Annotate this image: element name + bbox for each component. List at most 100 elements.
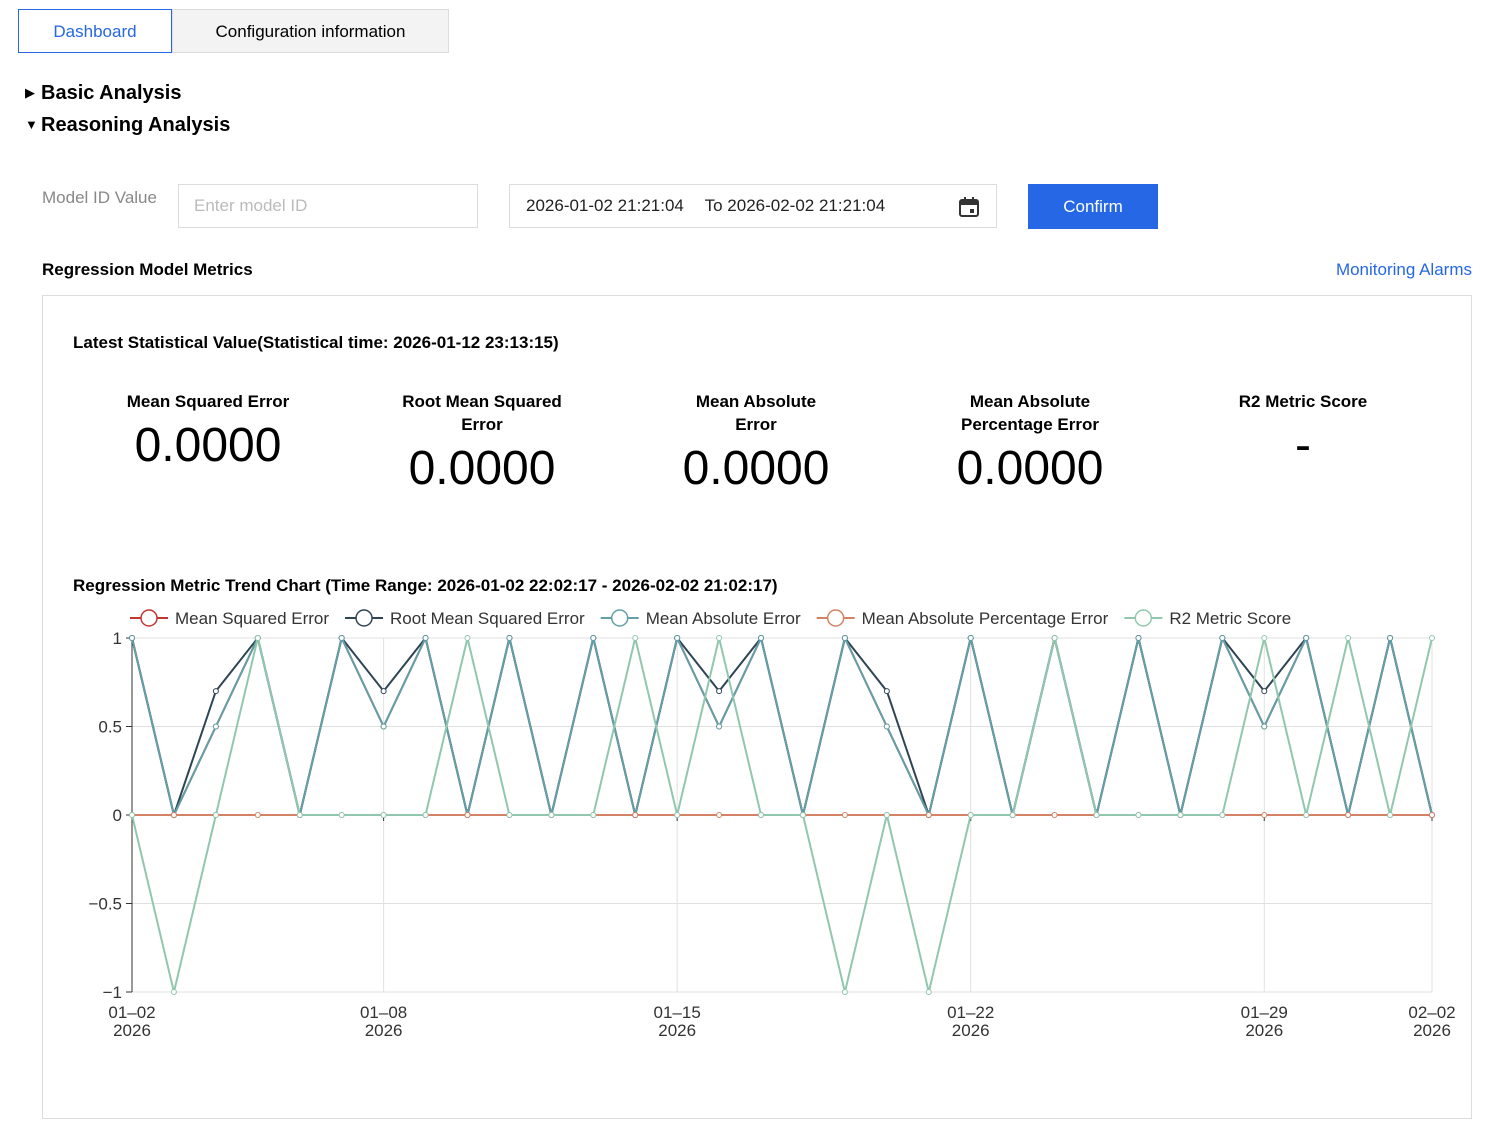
data-point — [170, 812, 177, 818]
legend-label: R2 Metric Score — [1169, 609, 1291, 628]
data-point — [1219, 812, 1226, 818]
trend-chart: −1−0.500.5101–02202601–08202601–15202601… — [88, 609, 1455, 1040]
section-basic[interactable]: ▶ Basic Analysis — [25, 82, 182, 104]
data-point — [380, 688, 387, 695]
data-point — [212, 723, 219, 730]
data-point — [254, 812, 261, 818]
latest-title: Latest Statistical Value(Statistical tim… — [73, 333, 559, 352]
data-point — [170, 989, 177, 995]
metric-value: 0.0000 — [956, 442, 1104, 495]
data-point — [883, 723, 890, 730]
data-point — [716, 812, 723, 818]
metric-label: Mean Absolute Error — [695, 392, 817, 434]
data-point — [590, 635, 597, 641]
x-tick-label: 2026 — [1413, 1021, 1451, 1040]
y-tick-label: 0.5 — [98, 718, 122, 737]
metric-label: Mean Squared Error — [126, 392, 290, 411]
data-point — [1429, 812, 1435, 818]
x-tick-label: 01–29 — [1241, 1003, 1288, 1022]
data-point — [1429, 635, 1435, 641]
data-point — [506, 812, 513, 818]
legend-item[interactable]: Mean Squared Error — [130, 609, 329, 628]
data-point — [925, 989, 932, 995]
x-tick-label: 2026 — [1245, 1021, 1283, 1040]
alarms-link[interactable]: Monitoring Alarms — [1335, 260, 1472, 279]
data-point — [841, 635, 848, 641]
data-point — [464, 812, 471, 818]
data-point — [799, 812, 806, 818]
data-point — [1345, 635, 1352, 641]
x-tick-label: 01–15 — [654, 1003, 701, 1022]
confirm-button[interactable]: Confirm — [1028, 184, 1158, 229]
data-point — [129, 635, 135, 641]
legend-item[interactable]: R2 Metric Score — [1124, 609, 1291, 628]
panel-title: Regression Model Metrics — [42, 260, 253, 279]
series-line — [131, 634, 1433, 819]
data-point — [1135, 635, 1142, 641]
data-point — [1051, 635, 1058, 641]
model-id-input[interactable]: Enter model ID — [178, 184, 478, 228]
data-point — [590, 812, 597, 818]
data-point — [1261, 723, 1268, 730]
legend-marker — [610, 609, 629, 627]
metric-value: 0.0000 — [682, 442, 830, 495]
start-date: 2026-01-02 21:21:04 — [526, 196, 684, 215]
legend-marker — [826, 609, 845, 627]
data-point — [422, 635, 429, 641]
data-point — [254, 635, 261, 641]
data-point — [1345, 812, 1352, 818]
x-tick-label: 01–02 — [108, 1003, 155, 1022]
data-point — [338, 812, 345, 818]
data-point — [338, 635, 345, 641]
data-point — [1261, 635, 1268, 641]
to-label: To — [704, 196, 723, 215]
series-line — [131, 637, 1433, 993]
data-point — [1051, 812, 1058, 818]
tab-dashboard[interactable]: Dashboard — [18, 9, 172, 53]
data-point — [212, 688, 219, 695]
metric-label: Mean Absolute Percentage Error — [961, 392, 1099, 434]
data-point — [380, 723, 387, 730]
calendar-icon — [959, 197, 979, 217]
data-point — [1303, 812, 1310, 818]
data-point — [380, 812, 387, 818]
data-point — [129, 812, 135, 818]
section-title: Basic Analysis — [41, 82, 182, 104]
x-tick-label: 01–22 — [947, 1003, 994, 1022]
legend-marker — [355, 609, 373, 627]
legend-item[interactable]: Root Mean Squared Error — [345, 609, 585, 628]
data-point — [758, 812, 765, 818]
metric-value: 0.0000 — [408, 442, 556, 495]
y-tick-label: 1 — [113, 629, 122, 648]
data-point — [674, 635, 681, 641]
x-tick-label: 02–02 — [1408, 1003, 1455, 1022]
tab-config[interactable]: Configuration information — [172, 9, 449, 53]
data-point — [841, 812, 848, 818]
data-point — [1009, 812, 1016, 818]
data-point — [967, 635, 974, 641]
legend-marker — [140, 609, 158, 627]
metric-label: Root Mean Squared Error — [402, 392, 562, 434]
data-point — [1261, 812, 1268, 818]
data-point — [1261, 688, 1268, 695]
data-point — [548, 812, 555, 818]
data-point — [841, 989, 848, 995]
panel — [42, 295, 1472, 1119]
data-point — [1303, 635, 1310, 641]
end-date: 2026-02-02 21:21:04 — [727, 196, 886, 215]
legend-item[interactable]: Mean Absolute Error — [600, 609, 801, 628]
data-point — [1219, 635, 1226, 641]
legend-item[interactable]: Mean Absolute Percentage Error — [816, 609, 1109, 628]
y-tick-label: −0.5 — [88, 895, 122, 914]
date-range[interactable]: 2026-01-02 21:21:04 To 2026-02-02 21:21:… — [509, 184, 997, 228]
legend-label: Mean Absolute Error — [646, 609, 801, 628]
data-point — [1387, 635, 1394, 641]
x-tick-label: 2026 — [658, 1021, 696, 1040]
data-point — [758, 635, 765, 641]
metric-value: 0.0000 — [134, 419, 282, 472]
data-point — [1177, 812, 1184, 818]
data-point — [1387, 812, 1394, 818]
data-point — [883, 812, 890, 818]
section-reasoning[interactable]: ▼ Reasoning Analysis — [25, 114, 231, 136]
